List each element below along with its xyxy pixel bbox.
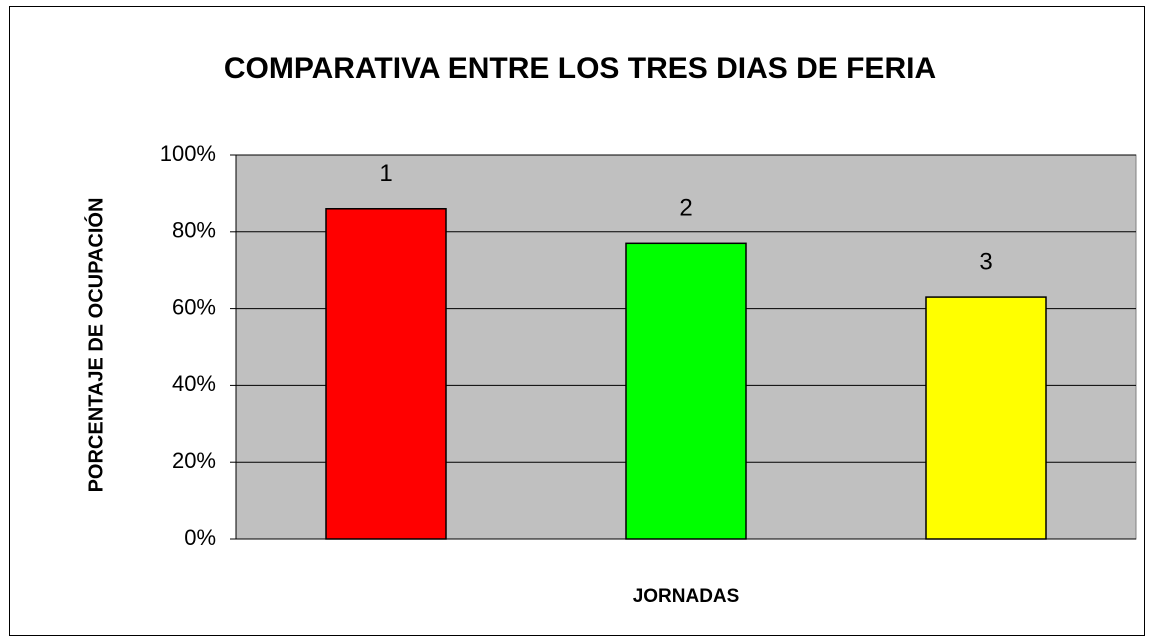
y-axis-label: PORCENTAJE DE OCUPACIÓN bbox=[83, 198, 107, 493]
y-tick-label: 40% bbox=[172, 371, 216, 396]
y-tick-label: 20% bbox=[172, 448, 216, 473]
y-tick-label: 60% bbox=[172, 294, 216, 319]
x-axis-label: JORNADAS bbox=[633, 586, 740, 607]
data-label: 2 bbox=[679, 195, 692, 222]
y-tick-label: 100% bbox=[160, 141, 216, 166]
bar bbox=[325, 208, 447, 540]
y-tick-label: 80% bbox=[172, 218, 216, 243]
data-label: 1 bbox=[379, 160, 392, 187]
bar bbox=[925, 296, 1047, 540]
data-label: 3 bbox=[979, 248, 992, 275]
bar bbox=[625, 242, 747, 540]
y-tick-label: 0% bbox=[184, 525, 216, 550]
chart-title: COMPARATIVA ENTRE LOS TRES DIAS DE FERIA bbox=[224, 52, 936, 85]
